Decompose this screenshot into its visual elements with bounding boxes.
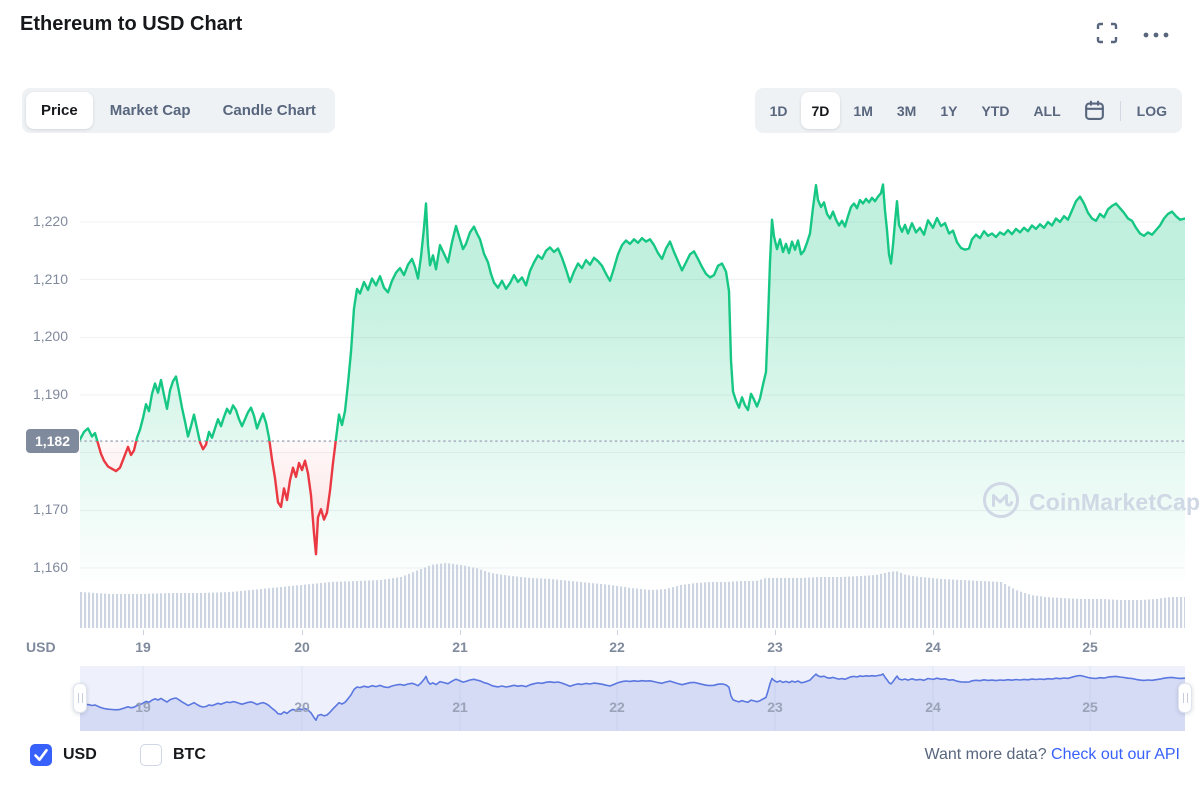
navigator-axis-label: 21: [452, 699, 468, 715]
range-tab-group: 1D 7D 1M 3M 1Y YTD ALL LOG: [754, 88, 1182, 133]
api-link[interactable]: Check out our API: [1046, 746, 1180, 763]
x-axis-label: 25: [1082, 639, 1098, 655]
x-axis-unit-label: USD: [26, 639, 56, 655]
x-axis-label: 19: [135, 639, 151, 655]
btc-checkbox[interactable]: [140, 744, 162, 766]
more-options-icon[interactable]: [1141, 27, 1171, 38]
y-axis-label: 1,190: [32, 386, 68, 402]
usd-checkbox-label[interactable]: USD: [63, 746, 97, 763]
x-tick-mark: [617, 630, 618, 635]
x-axis-label: 21: [452, 639, 468, 655]
navigator-left-handle[interactable]: [73, 683, 87, 713]
page-title: Ethereum to USD Chart: [20, 13, 243, 35]
x-axis-label: 24: [925, 639, 941, 655]
range-tab-1m[interactable]: 1M: [853, 102, 873, 119]
log-scale-button[interactable]: LOG: [1136, 102, 1167, 119]
range-tab-all[interactable]: ALL: [1033, 102, 1061, 119]
api-promo: Want more data? Check out our API: [924, 746, 1180, 764]
y-axis-label: 1,220: [32, 213, 68, 229]
navigator-axis-label: 22: [609, 699, 625, 715]
range-navigator[interactable]: 19 20 21 22 23 24 25: [73, 666, 1192, 731]
fullscreen-icon[interactable]: [1095, 21, 1119, 45]
toolbar-divider: [1119, 100, 1121, 121]
x-tick-mark: [143, 630, 144, 635]
calendar-icon[interactable]: [1074, 92, 1115, 129]
x-axis-label: 22: [609, 639, 625, 655]
btc-checkbox-label[interactable]: BTC: [173, 746, 206, 763]
range-tab-1d[interactable]: 1D: [769, 102, 788, 119]
x-tick-mark: [460, 630, 461, 635]
x-tick-mark: [933, 630, 934, 635]
x-tick-mark: [302, 630, 303, 635]
navigator-axis-label: 25: [1082, 699, 1098, 715]
range-tab-1y[interactable]: 1Y: [940, 102, 958, 119]
navigator-axis-label: 23: [767, 699, 783, 715]
navigator-axis-label: 20: [294, 699, 310, 715]
range-tab-7d[interactable]: 7D: [800, 92, 841, 129]
y-axis-label: 1,170: [32, 501, 68, 518]
usd-checkbox[interactable]: [30, 744, 52, 766]
x-axis-label: 23: [767, 639, 783, 655]
x-tick-mark: [1090, 630, 1091, 635]
x-tick-mark: [775, 630, 776, 635]
navigator-axis-label: 24: [925, 699, 941, 715]
api-promo-text: Want more data?: [924, 746, 1047, 763]
chart-type-tab-group: Price Market Cap Candle Chart: [22, 88, 335, 133]
current-price-badge: 1,182: [26, 429, 79, 453]
y-axis-label: 1,160: [32, 559, 68, 575]
range-tab-3m[interactable]: 3M: [896, 102, 917, 119]
x-axis-label: 20: [294, 639, 310, 655]
navigator-right-handle[interactable]: [1178, 683, 1192, 713]
range-tab-ytd[interactable]: YTD: [981, 102, 1010, 119]
tab-market-cap[interactable]: Market Cap: [109, 102, 191, 119]
tab-candle-chart[interactable]: Candle Chart: [222, 102, 316, 119]
y-axis-label: 1,200: [32, 328, 68, 345]
navigator-axis-label: 19: [135, 699, 151, 715]
tab-price[interactable]: Price: [26, 92, 93, 129]
y-axis-label: 1,210: [32, 270, 68, 287]
price-chart[interactable]: [80, 150, 1185, 630]
